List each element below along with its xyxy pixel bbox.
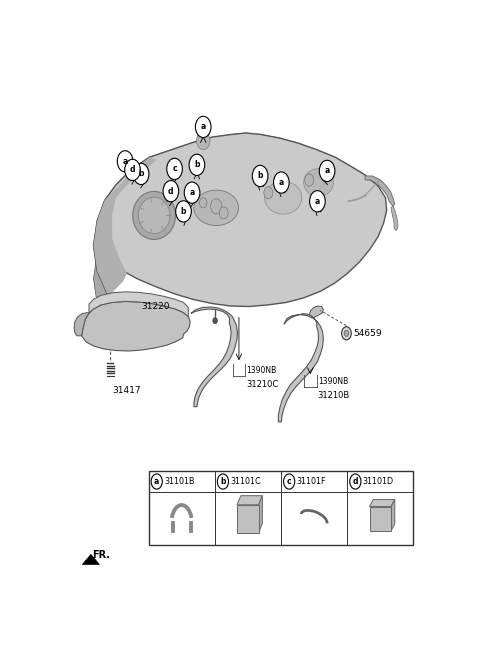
Text: 31101C: 31101C [230,477,261,486]
Ellipse shape [138,197,170,234]
Polygon shape [237,495,263,505]
Text: a: a [201,122,206,131]
Text: a: a [190,188,195,197]
Circle shape [176,201,192,222]
Circle shape [117,150,133,172]
Polygon shape [309,306,324,317]
Polygon shape [94,133,386,306]
Ellipse shape [133,191,176,239]
Circle shape [196,131,210,150]
Circle shape [310,191,325,212]
Circle shape [284,474,295,489]
Circle shape [200,198,207,208]
Circle shape [344,330,348,336]
Text: 31220: 31220 [141,302,169,311]
Circle shape [219,207,228,219]
Text: 1390NB: 1390NB [246,366,276,374]
Polygon shape [94,133,365,329]
Text: 31210C: 31210C [246,380,278,390]
Circle shape [213,317,217,324]
Text: b: b [181,207,186,216]
Text: b: b [194,160,200,170]
Circle shape [167,158,182,179]
Bar [237,505,259,533]
Polygon shape [82,302,190,351]
Circle shape [217,474,228,489]
Circle shape [305,174,314,186]
Text: c: c [287,477,291,486]
Text: FR.: FR. [92,551,110,560]
Polygon shape [259,495,263,533]
Circle shape [350,474,361,489]
Bar [148,471,413,545]
Text: d: d [353,477,358,486]
Text: 31417: 31417 [112,386,141,395]
Polygon shape [74,313,89,336]
Polygon shape [370,499,395,507]
Text: a: a [122,157,128,166]
Text: b: b [220,477,226,486]
Circle shape [184,182,200,203]
Polygon shape [94,157,156,296]
Text: a: a [315,196,320,206]
Text: d: d [168,187,174,196]
Text: d: d [130,166,135,174]
Circle shape [264,187,273,198]
Circle shape [342,327,351,340]
Text: c: c [172,164,177,173]
Circle shape [211,198,222,214]
Circle shape [319,160,335,181]
Text: a: a [279,178,284,187]
Text: 31101F: 31101F [297,477,326,486]
Ellipse shape [264,181,302,214]
Circle shape [195,116,211,137]
Polygon shape [191,307,238,407]
Text: 1390NB: 1390NB [318,377,348,386]
Text: b: b [257,171,263,181]
Polygon shape [365,176,395,206]
Polygon shape [89,292,188,317]
Text: 31101B: 31101B [164,477,195,486]
Ellipse shape [304,169,334,196]
Circle shape [252,166,268,187]
Text: 31210B: 31210B [318,392,350,401]
Text: a: a [324,166,330,175]
Polygon shape [83,555,99,564]
Circle shape [189,154,204,175]
Circle shape [125,159,140,181]
Text: 54659: 54659 [353,328,382,338]
Polygon shape [391,499,395,531]
Circle shape [163,181,179,202]
Polygon shape [391,206,398,231]
Circle shape [133,164,149,185]
Ellipse shape [194,190,239,225]
Circle shape [274,172,289,193]
Text: 31101D: 31101D [363,477,394,486]
Bar [370,507,391,531]
Text: b: b [138,170,144,179]
Circle shape [151,474,162,489]
Text: a: a [154,477,159,486]
Polygon shape [278,313,324,422]
